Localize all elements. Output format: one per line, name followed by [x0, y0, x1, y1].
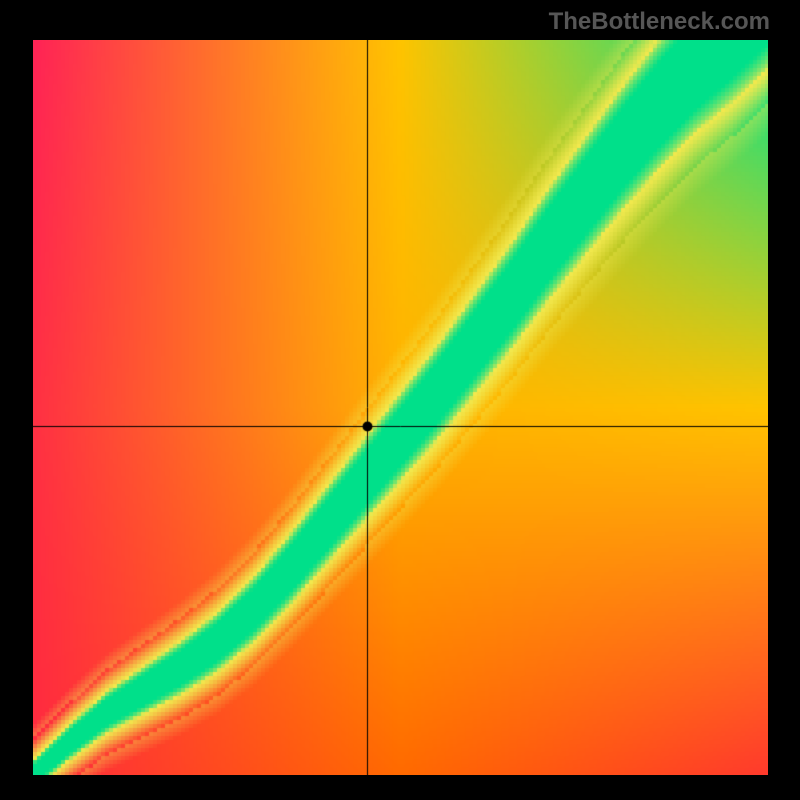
bottleneck-heatmap [33, 40, 768, 775]
watermark-text: TheBottleneck.com [549, 8, 770, 36]
